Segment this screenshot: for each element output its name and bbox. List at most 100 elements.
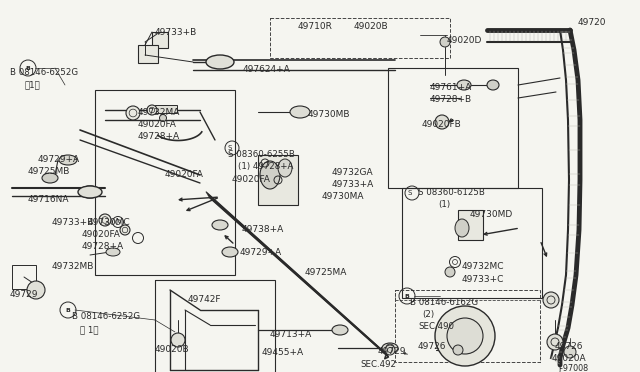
Text: 49729: 49729 — [10, 290, 38, 299]
Circle shape — [445, 267, 455, 277]
Text: S: S — [408, 190, 412, 196]
Bar — [95, 90, 235, 275]
Bar — [12, 265, 36, 289]
Bar — [258, 155, 298, 205]
Text: 49720: 49720 — [578, 18, 607, 27]
Text: SEC.490: SEC.490 — [418, 322, 454, 331]
Bar — [402, 188, 542, 298]
Ellipse shape — [332, 325, 348, 335]
Circle shape — [126, 106, 140, 120]
Text: 49730MC: 49730MC — [88, 218, 131, 227]
Text: 49728+B: 49728+B — [430, 95, 472, 104]
Text: B: B — [65, 308, 70, 312]
Text: 49730MA: 49730MA — [322, 192, 365, 201]
Text: 49738+A: 49738+A — [242, 225, 284, 234]
Text: 49716NA: 49716NA — [28, 195, 70, 204]
Ellipse shape — [206, 55, 234, 69]
Text: 49742F: 49742F — [188, 295, 221, 304]
Bar — [138, 45, 158, 63]
Circle shape — [547, 334, 563, 350]
Circle shape — [564, 346, 576, 358]
Ellipse shape — [78, 186, 102, 198]
Text: 49733+C: 49733+C — [462, 275, 504, 284]
Text: 49020FA: 49020FA — [165, 170, 204, 179]
Text: (2): (2) — [422, 310, 434, 319]
Ellipse shape — [212, 220, 228, 230]
Ellipse shape — [455, 219, 469, 237]
Ellipse shape — [80, 186, 100, 198]
Text: 49020B: 49020B — [155, 345, 189, 354]
Text: SEC.492: SEC.492 — [360, 360, 396, 369]
Text: 49710R: 49710R — [298, 22, 333, 31]
Ellipse shape — [106, 248, 120, 256]
Circle shape — [147, 105, 157, 115]
Circle shape — [543, 292, 559, 308]
Bar — [458, 210, 483, 240]
Text: (1) 49728+A: (1) 49728+A — [238, 162, 293, 171]
Text: 49726: 49726 — [555, 342, 584, 351]
Text: 49020B: 49020B — [354, 22, 388, 31]
Circle shape — [447, 318, 483, 354]
Text: 49733+A: 49733+A — [332, 180, 374, 189]
Circle shape — [99, 214, 111, 226]
Text: B: B — [26, 65, 31, 71]
Ellipse shape — [290, 106, 310, 118]
Text: 49729+A: 49729+A — [38, 155, 80, 164]
Text: B 08146-6162G: B 08146-6162G — [410, 298, 478, 307]
Bar — [155, 280, 275, 372]
Text: 49732GA: 49732GA — [332, 168, 374, 177]
Ellipse shape — [487, 80, 499, 90]
Text: 49728+A: 49728+A — [138, 132, 180, 141]
Circle shape — [435, 115, 449, 129]
Text: 49726: 49726 — [418, 342, 447, 351]
Circle shape — [453, 345, 463, 355]
Text: B 08146-6252G: B 08146-6252G — [72, 312, 140, 321]
Text: 49020FB: 49020FB — [422, 120, 461, 129]
Text: 49729+A: 49729+A — [240, 248, 282, 257]
Circle shape — [120, 225, 130, 235]
Text: 49725MB: 49725MB — [28, 167, 70, 176]
Bar — [395, 290, 540, 362]
Text: 49729: 49729 — [378, 347, 406, 356]
Text: J-97008: J-97008 — [558, 364, 588, 372]
Text: 49713+A: 49713+A — [270, 330, 312, 339]
Text: 49728+A: 49728+A — [82, 242, 124, 251]
Text: S 08360-6255B: S 08360-6255B — [228, 150, 295, 159]
Text: 49733+B: 49733+B — [155, 28, 197, 37]
Text: 497624+A: 497624+A — [243, 65, 291, 74]
Text: （1）: （1） — [25, 80, 41, 89]
Circle shape — [385, 345, 395, 355]
Ellipse shape — [260, 161, 280, 189]
Text: B: B — [404, 294, 410, 298]
Bar — [388, 68, 518, 188]
Text: 49020FA: 49020FA — [232, 175, 271, 184]
Circle shape — [159, 115, 166, 122]
Text: 49020FA: 49020FA — [138, 120, 177, 129]
Text: 49730MB: 49730MB — [308, 110, 351, 119]
Text: 49455+A: 49455+A — [262, 348, 304, 357]
Text: 49732MA: 49732MA — [138, 108, 180, 117]
Circle shape — [27, 281, 45, 299]
Text: S 08360-6125B: S 08360-6125B — [418, 188, 485, 197]
Bar — [155, 105, 177, 113]
Bar — [270, 18, 450, 58]
Ellipse shape — [457, 80, 471, 90]
Text: 49020D: 49020D — [447, 36, 483, 45]
Ellipse shape — [278, 159, 292, 177]
Bar — [152, 32, 168, 48]
Text: 49733+B: 49733+B — [52, 218, 94, 227]
Text: 49725MA: 49725MA — [305, 268, 348, 277]
Ellipse shape — [42, 173, 58, 183]
Text: 49730MD: 49730MD — [470, 210, 513, 219]
Text: (1): (1) — [438, 200, 450, 209]
Ellipse shape — [59, 155, 77, 165]
Text: 49761+A: 49761+A — [430, 83, 472, 92]
Ellipse shape — [222, 247, 238, 257]
Circle shape — [435, 306, 495, 366]
Text: 49732MC: 49732MC — [462, 262, 504, 271]
Text: S: S — [228, 145, 232, 151]
Text: 49732MB: 49732MB — [52, 262, 94, 271]
Text: 49020FA: 49020FA — [82, 230, 121, 239]
Circle shape — [171, 333, 185, 347]
Text: （ 1）: （ 1） — [80, 325, 99, 334]
